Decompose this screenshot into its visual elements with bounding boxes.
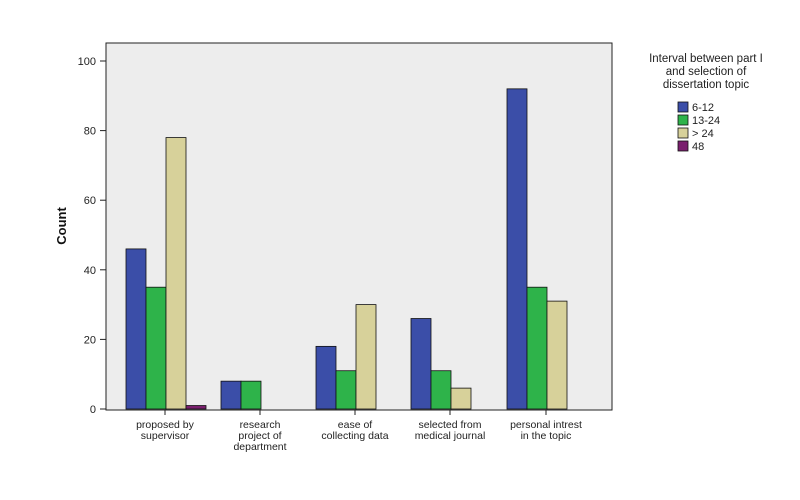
bar-48-cat1 <box>185 405 207 410</box>
bar-1324-cat1 <box>145 286 167 410</box>
x-tick-label-4: selected from medical journal <box>415 419 486 442</box>
bar-1324-cat5 <box>526 286 548 410</box>
y-tick-label-40: 40 <box>84 265 96 277</box>
legend-label-4: 48 <box>692 141 704 153</box>
bar-612-cat2 <box>220 380 242 410</box>
legend-label-1: 6-12 <box>692 102 714 114</box>
y-axis: 0 20 40 60 80 100 <box>78 56 106 416</box>
bar-24-cat1 <box>165 137 187 410</box>
bar-24-cat3 <box>355 304 377 410</box>
y-tick-label-80: 80 <box>84 126 96 138</box>
bar-24-cat4 <box>450 387 472 410</box>
legend-swatch-4 <box>677 140 689 152</box>
legend-label-3: > 24 <box>692 128 714 140</box>
bar-1324-cat2 <box>240 380 262 410</box>
bars <box>125 88 568 410</box>
bar-1324-cat3 <box>335 370 357 410</box>
bar-1324-cat4 <box>430 370 452 410</box>
bar-24-cat5 <box>546 300 568 410</box>
bar-612-cat3 <box>315 345 337 410</box>
y-tick-label-20: 20 <box>84 334 96 346</box>
legend-swatch-1 <box>677 101 689 113</box>
bar-612-cat4 <box>410 318 432 410</box>
legend-swatch-2 <box>677 114 689 126</box>
legend-label-2: 13-24 <box>692 115 720 127</box>
x-axis-labels: proposed by supervisor research project of d… <box>136 410 582 453</box>
y-tick-label-60: 60 <box>84 195 96 207</box>
x-tick-label-2: research project of department <box>233 419 286 453</box>
bar-612-cat5 <box>506 88 528 410</box>
y-axis-title: Count <box>54 207 69 245</box>
bar-612-cat1 <box>125 248 147 410</box>
x-tick-label-5: personal intrest in the topic <box>510 419 582 442</box>
legend-swatch-3 <box>677 127 689 139</box>
y-tick-label-0: 0 <box>90 404 96 416</box>
x-tick-label-3: ease of collecting data <box>321 419 388 442</box>
x-tick-label-1: proposed by supervisor <box>136 419 195 442</box>
y-tick-label-100: 100 <box>78 56 96 68</box>
